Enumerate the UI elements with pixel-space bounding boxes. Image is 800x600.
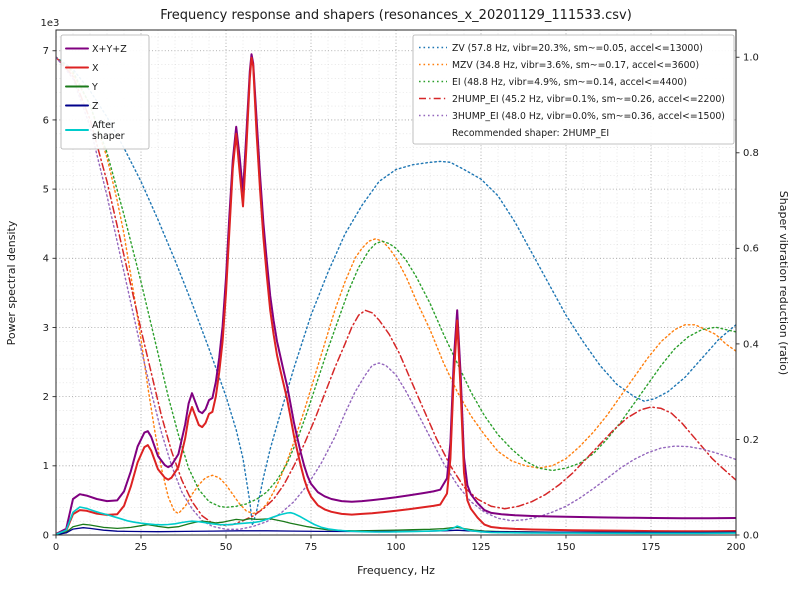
y-right-tick-label: 0.6	[743, 244, 759, 255]
y-left-tick-label: 4	[43, 254, 49, 265]
x-tick-label: 150	[556, 542, 575, 553]
x-tick-label: 0	[53, 542, 59, 553]
y-left-tick-label: 5	[43, 185, 49, 196]
y-left-tick-label: 3	[43, 323, 49, 334]
legend-left-box	[60, 34, 150, 150]
y-right-tick-label: 0.2	[743, 435, 759, 446]
legend-label: After	[92, 120, 115, 131]
series-2hump-ei	[56, 56, 736, 527]
y-right-tick-label: 0.8	[743, 148, 759, 159]
x-tick-label: 125	[471, 542, 490, 553]
plot-area: 0 25 50 75 100 125 150 175 200 0 1 2 3 4 5 6 7 0.0 0.2 0.4 0…	[43, 29, 759, 553]
x-tick-label: 25	[135, 542, 148, 553]
x-tick-label: 100	[386, 542, 405, 553]
legend-label: ZV (57.8 Hz, vibr=20.3%, sm~=0.05, accel…	[452, 43, 703, 54]
series-after-shaper	[56, 506, 736, 535]
y-left-tick-label: 7	[43, 46, 49, 57]
y-right-tick-label: 1.0	[743, 53, 759, 64]
y-right-tick-label: 0.0	[743, 530, 759, 541]
series-z	[56, 527, 736, 535]
series-group	[56, 53, 736, 535]
y-left-tick-label: 1	[43, 461, 49, 472]
y-right-tick-label: 0.4	[743, 339, 759, 350]
x-tick-label: 200	[726, 542, 745, 553]
y-left-tick-label: 0	[43, 530, 49, 541]
x-tick-label: 50	[220, 542, 233, 553]
y-right-axis-label: Shaper vibration reduction (ratio)	[777, 191, 790, 375]
legend-note: Recommended shaper: 2HUMP_EI	[452, 128, 609, 139]
series-zv	[56, 56, 736, 527]
y-left-axis-label: Power spectral density	[5, 220, 18, 345]
legend-label: shaper	[92, 131, 125, 142]
legend-label: MZV (34.8 Hz, vibr=3.6%, sm~=0.17, accel…	[452, 60, 699, 71]
series-x-y-z	[56, 53, 736, 535]
x-tick-label: 75	[305, 542, 318, 553]
y-left-tick-label: 2	[43, 392, 49, 403]
series-mzv	[56, 56, 736, 515]
series-ei	[56, 56, 736, 508]
legend-label: Z	[92, 101, 99, 112]
legend-label: 2HUMP_EI (45.2 Hz, vibr=0.1%, sm~=0.26, …	[452, 94, 725, 105]
legend-right-box	[412, 34, 735, 145]
legend-label: X	[92, 63, 99, 74]
series-3hump-ei	[56, 56, 736, 530]
x-axis-label: Frequency, Hz	[357, 564, 435, 577]
x-tick-label: 175	[641, 542, 660, 553]
legend-label: X+Y+Z	[92, 44, 127, 55]
axis-offset-label: 1e3	[41, 18, 60, 29]
legend-label: EI (48.8 Hz, vibr=4.9%, sm~=0.14, accel<…	[452, 77, 687, 88]
legend-label: 3HUMP_EI (48.0 Hz, vibr=0.0%, sm~=0.36, …	[452, 111, 725, 122]
series-x	[56, 56, 736, 535]
chart-title: Frequency response and shapers (resonanc…	[160, 8, 632, 23]
legend-label: Y	[91, 82, 98, 93]
y-left-tick-label: 6	[43, 115, 49, 126]
